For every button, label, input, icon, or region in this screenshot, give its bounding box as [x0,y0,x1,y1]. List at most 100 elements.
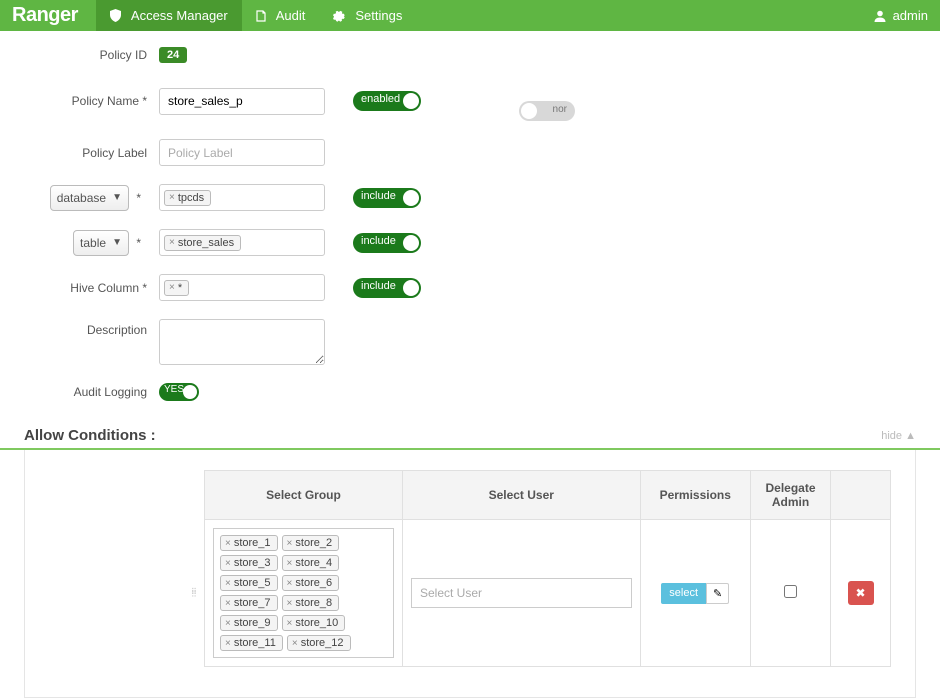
database-token-box[interactable]: ×tpcds [159,184,325,211]
database-include-toggle[interactable]: include [353,188,421,208]
nav-audit[interactable]: Audit [242,0,320,31]
close-icon[interactable]: × [287,578,293,589]
nav-label: Audit [276,8,306,23]
toggle-label: include [361,235,396,247]
group-token[interactable]: ×store_2 [282,535,340,551]
brand-logo: Ranger [12,4,78,27]
close-icon[interactable]: × [225,578,231,589]
th-permissions: Permissions [640,471,750,520]
allow-conditions-header: Allow Conditions : hide ▲ [0,419,940,450]
nav-label: Settings [355,8,402,23]
audit-logging-toggle[interactable]: YES [159,383,199,401]
group-token[interactable]: ×store_10 [282,615,346,631]
nav-user[interactable]: admin [873,8,928,23]
group-token[interactable]: ×store_7 [220,595,278,611]
policy-name-input[interactable] [159,88,325,115]
th-actions [831,471,891,520]
gear-icon [333,10,345,22]
close-icon[interactable]: × [225,558,231,569]
close-icon[interactable]: × [225,618,231,629]
user-icon [873,9,887,23]
hide-link[interactable]: hide ▲ [881,430,916,442]
toggle-knob [521,103,537,119]
table-select[interactable]: table ▼ [73,230,129,256]
enabled-toggle[interactable]: enabled [353,91,421,111]
close-icon: ✖ [855,586,865,600]
table-token[interactable]: ×store_sales [164,235,241,251]
group-token[interactable]: ×store_3 [220,555,278,571]
close-icon[interactable]: × [287,558,293,569]
hive-column-token-box[interactable]: ×* [159,274,325,301]
close-icon[interactable]: × [169,282,175,293]
close-icon[interactable]: × [169,237,175,248]
policy-label-input[interactable] [159,139,325,166]
database-label-wrap: database ▼ * [24,185,159,211]
group-token[interactable]: ×store_4 [282,555,340,571]
close-icon[interactable]: × [287,598,293,609]
toggle-knob [403,190,419,206]
close-icon[interactable]: × [225,638,231,649]
delete-row-button[interactable]: ✖ [848,581,874,605]
toggle-knob [183,385,197,399]
audit-logging-label: Audit Logging [24,385,159,399]
select-user-input[interactable] [411,578,632,608]
required-mark: * [136,236,141,250]
policy-label-label: Policy Label [24,146,159,160]
close-icon[interactable]: × [287,618,293,629]
condition-row: ⠿⠿ ×store_1×store_2×store_3×store_4×stor… [205,520,891,667]
chevron-down-icon: ▼ [112,237,122,248]
group-token[interactable]: ×store_1 [220,535,278,551]
description-label: Description [24,319,159,337]
section-title-text: Allow Conditions : [24,427,156,444]
database-token[interactable]: ×tpcds [164,190,211,206]
th-group: Select Group [205,471,403,520]
policy-form: Policy ID 24 Policy Name * enabled nor P… [0,31,940,401]
group-token-box[interactable]: ×store_1×store_2×store_3×store_4×store_5… [213,528,394,658]
policy-id-badge: 24 [159,47,187,63]
hive-column-token[interactable]: ×* [164,280,189,296]
conditions-table: Select Group Select User Permissions Del… [204,470,891,667]
table-token-box[interactable]: ×store_sales [159,229,325,256]
database-select[interactable]: database ▼ [50,185,129,211]
file-icon [256,10,266,22]
toggle-label: include [361,190,396,202]
close-icon[interactable]: × [169,192,175,203]
shield-icon [110,9,121,22]
group-token[interactable]: ×store_8 [282,595,340,611]
close-icon[interactable]: × [292,638,298,649]
nav-settings[interactable]: Settings [319,0,416,31]
group-token[interactable]: ×store_5 [220,575,278,591]
select-permissions-button[interactable]: select [661,583,706,604]
close-icon[interactable]: × [225,598,231,609]
close-icon[interactable]: × [225,538,231,549]
policy-id-label: Policy ID [24,48,159,62]
conditions-panel: Select Group Select User Permissions Del… [24,450,916,698]
description-textarea[interactable] [159,319,325,365]
navbar: Ranger Access Manager Audit Settings adm… [0,0,940,31]
toggle-label: enabled [361,93,400,105]
toggle-knob [403,235,419,251]
group-token[interactable]: ×store_6 [282,575,340,591]
group-token[interactable]: ×store_11 [220,635,283,651]
required-mark: * [136,191,141,205]
select-text: table [80,236,106,250]
delegate-admin-checkbox[interactable] [784,585,797,598]
close-icon[interactable]: × [287,538,293,549]
hive-column-label: Hive Column * [24,281,159,295]
normal-toggle[interactable]: nor [519,101,575,121]
toggle-label: include [361,280,396,292]
chevron-down-icon: ▼ [112,192,122,203]
nav-access-manager[interactable]: Access Manager [96,0,242,31]
th-delegate: Delegate Admin [751,471,831,520]
group-token[interactable]: ×store_9 [220,615,278,631]
table-include-toggle[interactable]: include [353,233,421,253]
hive-include-toggle[interactable]: include [353,278,421,298]
select-text: database [57,191,106,205]
group-token[interactable]: ×store_12 [287,635,351,651]
toggle-knob [403,93,419,109]
drag-handle-icon[interactable]: ⠿⠿ [191,520,201,666]
edit-permissions-button[interactable]: ✎ [706,583,729,604]
toggle-label: nor [553,104,567,115]
toggle-label: YES [164,384,184,395]
policy-name-label: Policy Name * [24,94,159,108]
